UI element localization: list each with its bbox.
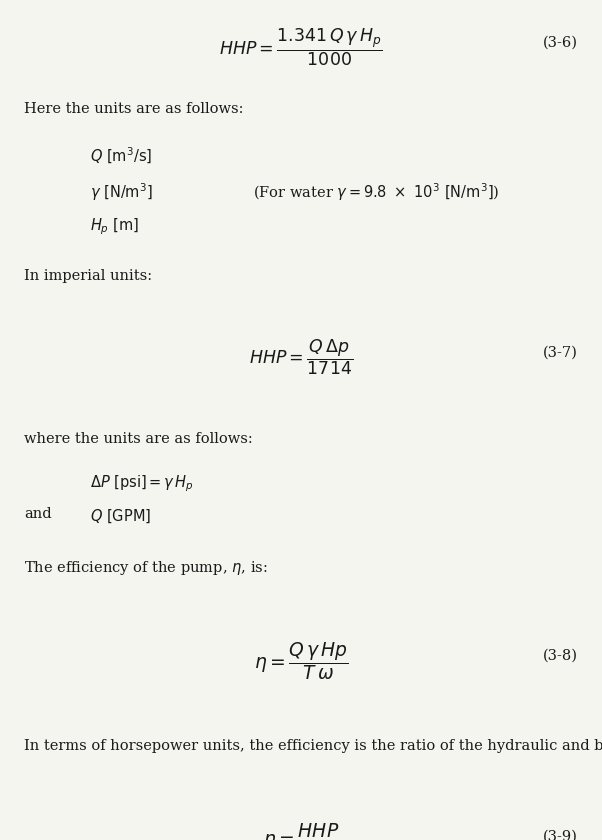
Text: $\eta = \dfrac{Q\, \gamma\, Hp}{T\, \omega}$: $\eta = \dfrac{Q\, \gamma\, Hp}{T\, \ome… <box>253 640 349 682</box>
Text: $Q\ \left[\mathrm{GPM}\right]$: $Q\ \left[\mathrm{GPM}\right]$ <box>90 507 152 525</box>
Text: $HHP = \dfrac{1.341\, Q\, \gamma\, H_p}{1000}$: $HHP = \dfrac{1.341\, Q\, \gamma\, H_p}{… <box>219 27 383 68</box>
Text: In imperial units:: In imperial units: <box>24 269 152 283</box>
Text: (3-9): (3-9) <box>543 830 578 840</box>
Text: where the units are as follows:: where the units are as follows: <box>24 432 253 446</box>
Text: $H_p\ \left[\mathrm{m}\right]$: $H_p\ \left[\mathrm{m}\right]$ <box>90 217 140 238</box>
Text: (For water $\gamma = 9.8\ \times\ 10^3\ \left[\mathrm{N/m^3}\right]$): (For water $\gamma = 9.8\ \times\ 10^3\ … <box>253 181 499 203</box>
Text: In terms of horsepower units, the efficiency is the ratio of the hydraulic and b: In terms of horsepower units, the effici… <box>24 739 602 753</box>
Text: Here the units are as follows:: Here the units are as follows: <box>24 102 244 117</box>
Text: and: and <box>24 507 52 522</box>
Text: The efficiency of the pump, $\eta$, is:: The efficiency of the pump, $\eta$, is: <box>24 559 268 577</box>
Text: (3-7): (3-7) <box>543 346 578 360</box>
Text: $\gamma\ \left[\mathrm{N/m^3}\right]$: $\gamma\ \left[\mathrm{N/m^3}\right]$ <box>90 181 153 203</box>
Text: $\eta = \dfrac{HHP}{BHP}$: $\eta = \dfrac{HHP}{BHP}$ <box>263 822 339 840</box>
Text: $Q\ \left[\mathrm{m^3/s}\right]$: $Q\ \left[\mathrm{m^3/s}\right]$ <box>90 146 153 166</box>
Text: (3-8): (3-8) <box>543 648 578 663</box>
Text: $\Delta P\ \left[\mathrm{psi}\right] = \gamma\, H_p$: $\Delta P\ \left[\mathrm{psi}\right] = \… <box>90 474 194 495</box>
Text: $HHP = \dfrac{Q\, \Delta p}{1714}$: $HHP = \dfrac{Q\, \Delta p}{1714}$ <box>249 338 353 377</box>
Text: (3-6): (3-6) <box>543 35 578 50</box>
